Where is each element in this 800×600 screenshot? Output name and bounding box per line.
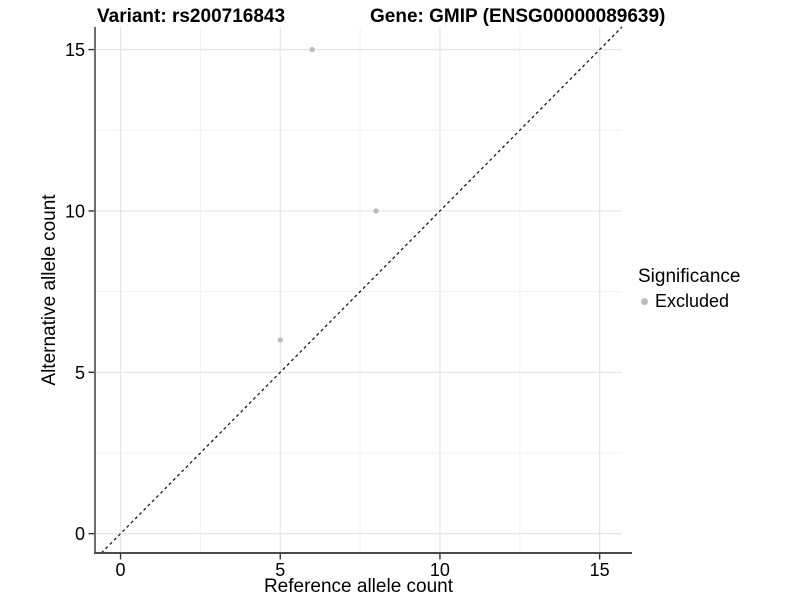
plot-title-gene: Gene: GMIP (ENSG00000089639): [370, 6, 666, 27]
legend-item-label: Excluded: [655, 291, 730, 311]
legend: Significance Excluded: [638, 266, 740, 312]
x-tick-label: 0: [116, 560, 126, 580]
y-tick-label: 5: [75, 363, 85, 383]
y-tick-label: 0: [75, 524, 85, 544]
x-tick-label: 10: [430, 560, 450, 580]
y-axis-label: Alternative allele count: [39, 194, 60, 386]
x-tick-label: 5: [275, 560, 285, 580]
legend-item-excluded: Excluded: [638, 291, 740, 312]
data-point-6-15: [309, 46, 315, 53]
y-tick-label: 10: [65, 201, 85, 221]
excluded-point-icon: [641, 298, 648, 305]
plot-title-variant: Variant: rs200716843: [97, 6, 286, 27]
y-tick-label: 15: [65, 40, 85, 60]
data-point-8-10: [373, 208, 379, 214]
data-point-5-6: [277, 337, 283, 343]
x-axis-label: Reference allele count: [263, 576, 454, 597]
x-tick-label: 15: [590, 560, 610, 580]
identity-line: [100, 26, 623, 554]
legend-title: Significance: [638, 266, 741, 287]
